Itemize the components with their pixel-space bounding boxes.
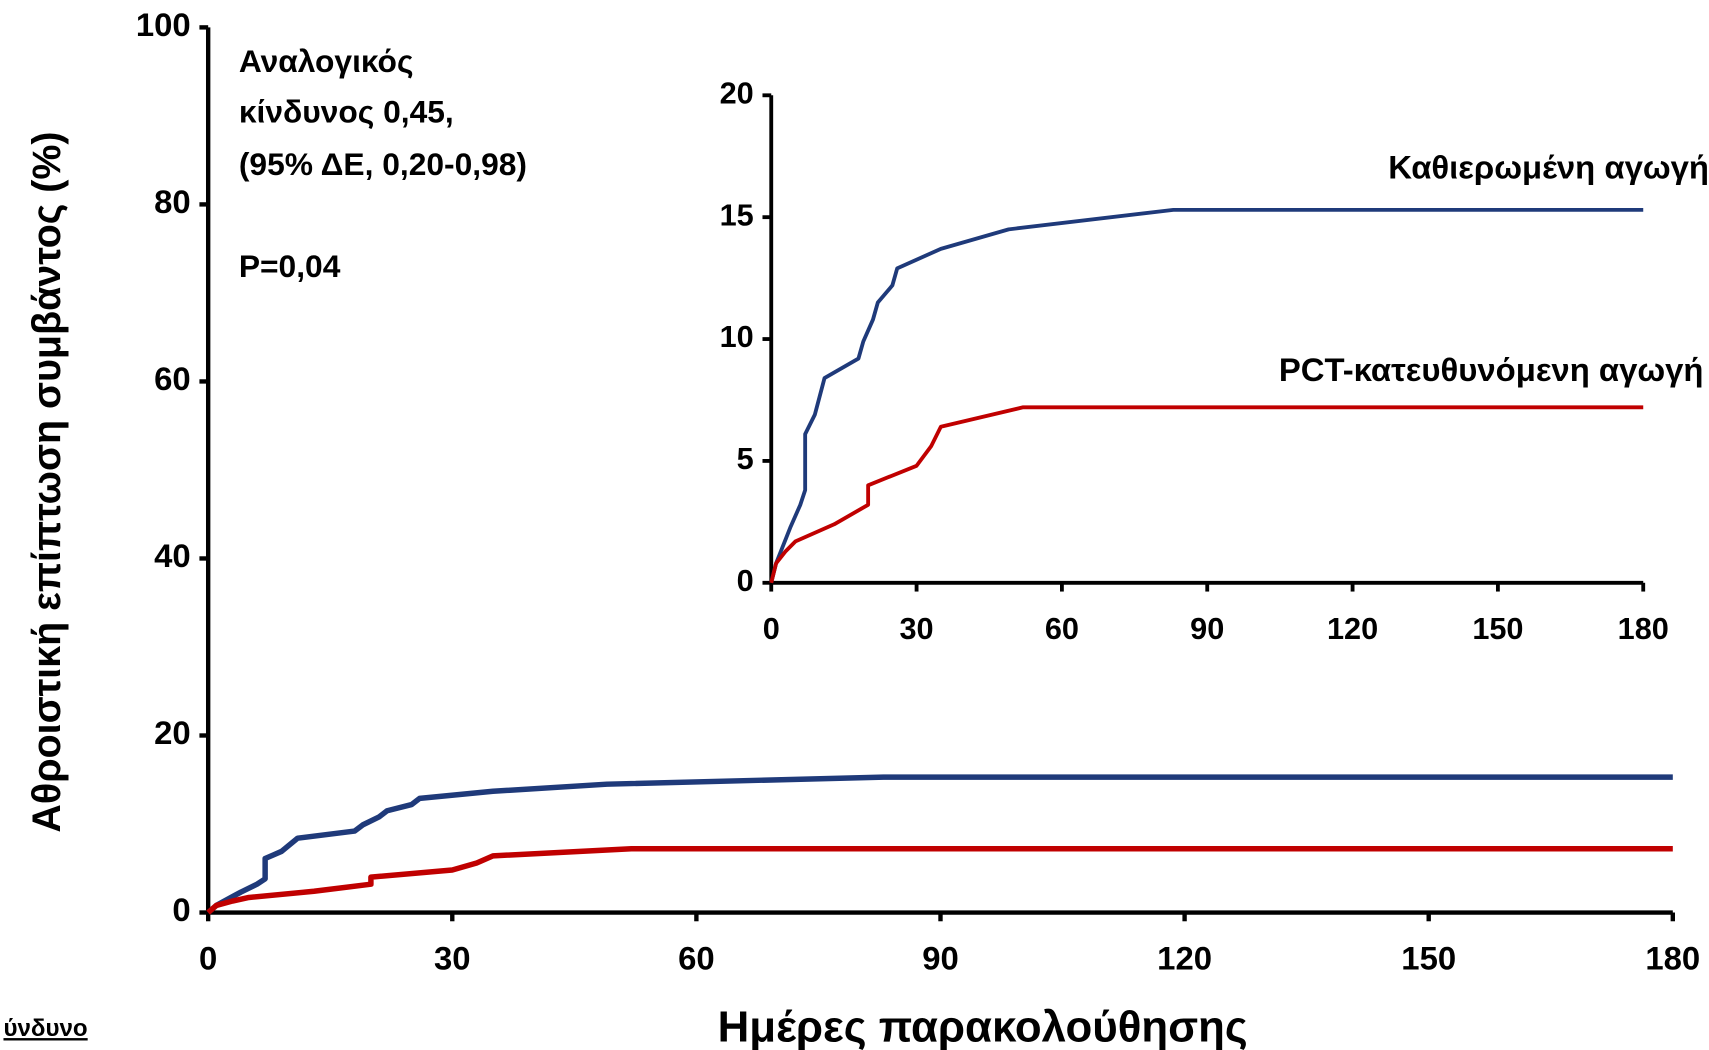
x-tick-label: 30 bbox=[434, 939, 471, 976]
x-tick-label: 120 bbox=[1327, 612, 1378, 646]
y-tick-label: 0 bbox=[172, 891, 190, 928]
x-tick-label: 90 bbox=[1190, 612, 1224, 646]
annotation: (95% ΔΕ, 0,20-0,98) bbox=[239, 146, 527, 182]
annotation: P=0,04 bbox=[239, 248, 341, 284]
y-tick-label: 40 bbox=[154, 537, 191, 574]
x-tick-label: 60 bbox=[678, 939, 715, 976]
y-tick-label: 100 bbox=[136, 6, 191, 43]
y-tick-label: 60 bbox=[154, 360, 191, 397]
x-tick-label: 0 bbox=[199, 939, 217, 976]
series-line bbox=[206, 774, 1673, 915]
x-tick-label: 0 bbox=[763, 612, 780, 646]
annotation: κίνδυνος 0,45, bbox=[239, 93, 454, 129]
y-tick-label: 10 bbox=[720, 320, 754, 354]
y-tick-label: 5 bbox=[737, 442, 754, 476]
x-tick-label: 90 bbox=[922, 939, 959, 976]
y-tick-label: 15 bbox=[720, 198, 754, 232]
y-tick-label: 0 bbox=[737, 564, 754, 598]
series-label: Καθιερωμένη αγωγή bbox=[1388, 148, 1709, 185]
x-tick-label: 60 bbox=[1045, 612, 1079, 646]
series-line bbox=[769, 405, 1644, 584]
x-tick-label: 180 bbox=[1645, 939, 1700, 976]
annotation: Αναλογικός bbox=[239, 43, 414, 79]
series-line bbox=[769, 207, 1644, 584]
y-tick-label: 80 bbox=[154, 183, 191, 220]
x-tick-label: 150 bbox=[1401, 939, 1456, 976]
x-axis-label: Ημέρες παρακολούθησης bbox=[718, 1002, 1248, 1050]
y-tick-label: 20 bbox=[720, 76, 754, 110]
series-line bbox=[206, 846, 1673, 915]
x-tick-label: 150 bbox=[1472, 612, 1523, 646]
x-tick-label: 120 bbox=[1157, 939, 1212, 976]
x-tick-label: 30 bbox=[900, 612, 934, 646]
y-axis-label: Αθροιστική επίπτωση συμβάντος (%) bbox=[25, 131, 69, 832]
annotation: ύνδυνο bbox=[3, 1015, 87, 1042]
y-tick-label: 20 bbox=[154, 714, 191, 751]
x-tick-label: 180 bbox=[1618, 612, 1669, 646]
series-label: PCT-κατευθυνόμενη αγωγή bbox=[1279, 351, 1704, 388]
